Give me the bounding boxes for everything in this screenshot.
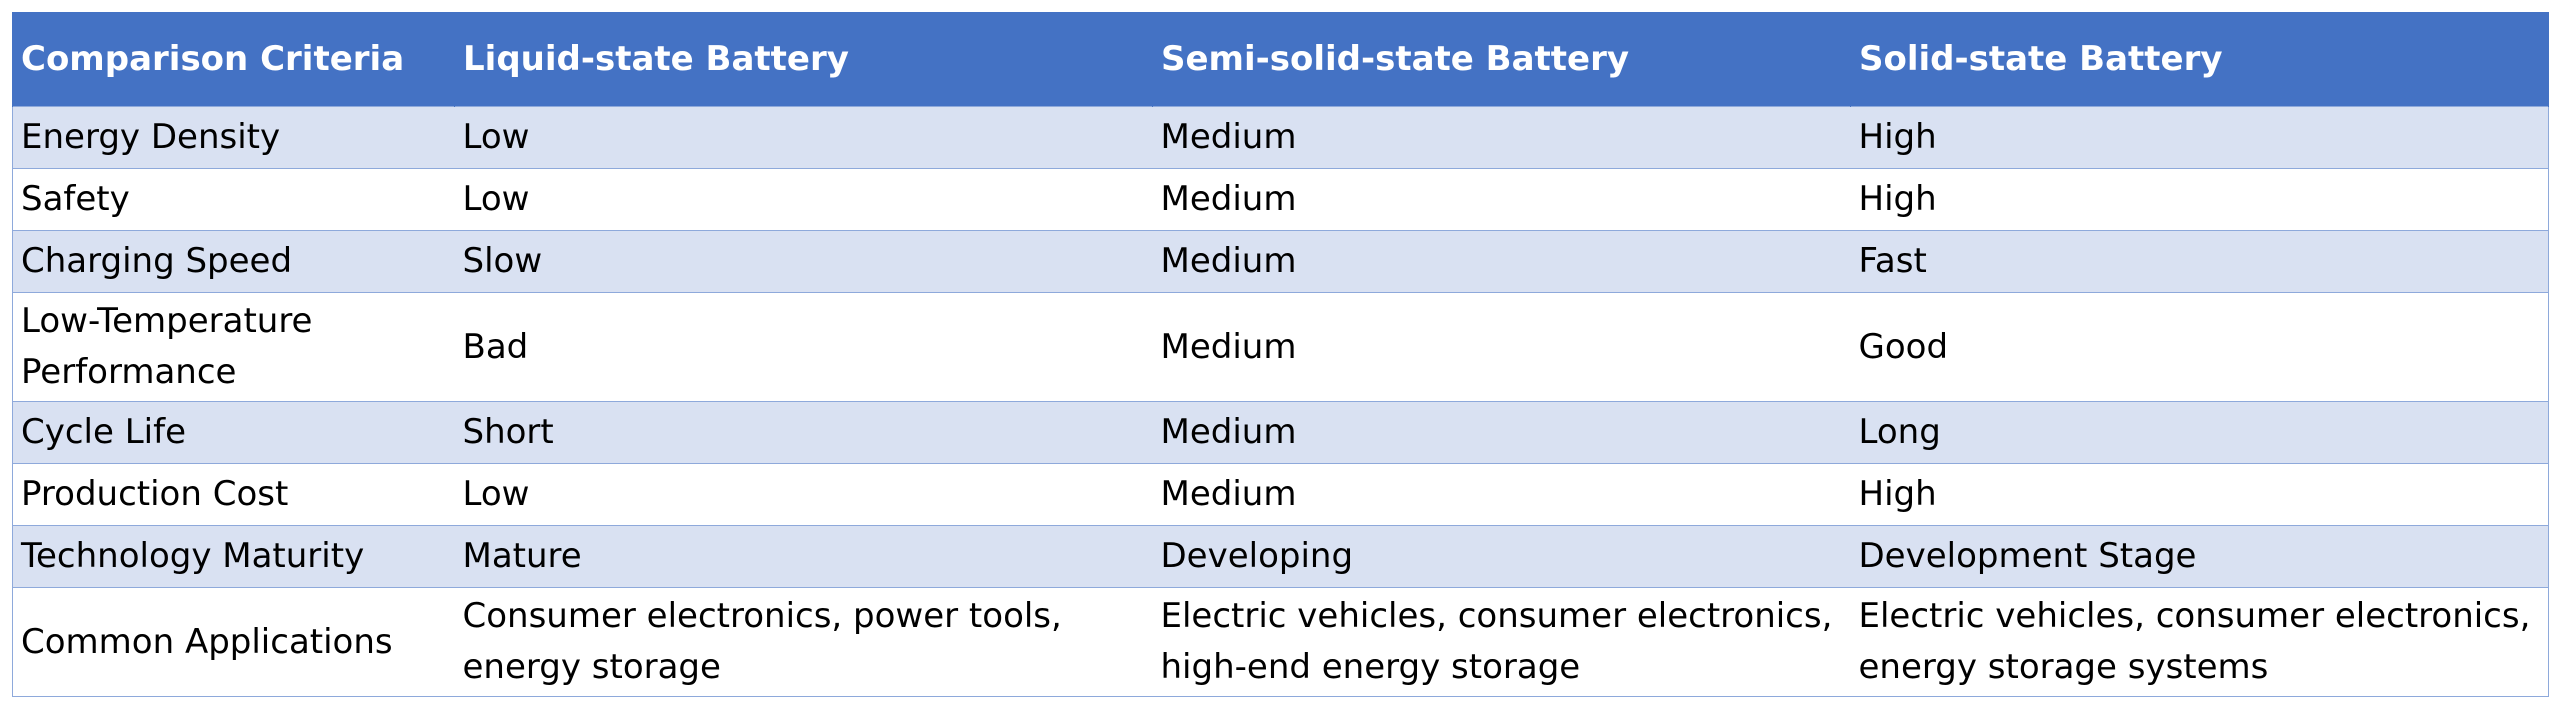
table-row: Technology Maturity Mature Developing De… xyxy=(12,525,2549,588)
table-row: Energy Density Low Medium High xyxy=(12,106,2549,169)
cell-semi-solid: Medium xyxy=(1152,230,1851,293)
table-row: Low-Temperature Performance Bad Medium G… xyxy=(12,292,2549,402)
cell-solid: Electric vehicles, consumer electronics,… xyxy=(1850,587,2549,697)
cell-criteria: Low-Temperature Performance xyxy=(12,292,455,402)
cell-semi-solid: Medium xyxy=(1152,106,1851,169)
cell-liquid: Short xyxy=(454,401,1153,464)
cell-semi-solid: Developing xyxy=(1152,525,1851,588)
cell-liquid: Low xyxy=(454,463,1153,526)
cell-criteria: Common Applications xyxy=(12,587,455,697)
cell-solid: High xyxy=(1850,168,2549,231)
cell-criteria: Charging Speed xyxy=(12,230,455,293)
table-row: Cycle Life Short Medium Long xyxy=(12,401,2549,464)
cell-liquid: Slow xyxy=(454,230,1153,293)
cell-criteria: Energy Density xyxy=(12,106,455,169)
cell-solid: High xyxy=(1850,106,2549,169)
table-row: Safety Low Medium High xyxy=(12,168,2549,231)
cell-criteria: Technology Maturity xyxy=(12,525,455,588)
table-row: Charging Speed Slow Medium Fast xyxy=(12,230,2549,293)
cell-semi-solid: Medium xyxy=(1152,292,1851,402)
comparison-table-container: Comparison Criteria Liquid-state Battery… xyxy=(12,12,2549,697)
header-row: Comparison Criteria Liquid-state Battery… xyxy=(12,12,2549,107)
cell-liquid: Bad xyxy=(454,292,1153,402)
cell-liquid: Low xyxy=(454,168,1153,231)
cell-semi-solid: Medium xyxy=(1152,401,1851,464)
cell-solid: Development Stage xyxy=(1850,525,2549,588)
cell-solid: Long xyxy=(1850,401,2549,464)
table-body: Energy Density Low Medium High Safety Lo… xyxy=(12,106,2549,697)
table-row: Production Cost Low Medium High xyxy=(12,463,2549,526)
cell-solid: High xyxy=(1850,463,2549,526)
cell-liquid: Low xyxy=(454,106,1153,169)
header-comparison-criteria: Comparison Criteria xyxy=(12,12,455,107)
table-row: Common Applications Consumer electronics… xyxy=(12,587,2549,697)
cell-criteria: Cycle Life xyxy=(12,401,455,464)
header-liquid-state-battery: Liquid-state Battery xyxy=(454,12,1153,107)
table-header: Comparison Criteria Liquid-state Battery… xyxy=(12,12,2549,107)
cell-semi-solid: Electric vehicles, consumer electronics,… xyxy=(1152,587,1851,697)
cell-criteria: Safety xyxy=(12,168,455,231)
cell-liquid: Mature xyxy=(454,525,1153,588)
cell-liquid: Consumer electronics, power tools, energ… xyxy=(454,587,1153,697)
cell-solid: Fast xyxy=(1850,230,2549,293)
cell-semi-solid: Medium xyxy=(1152,463,1851,526)
cell-semi-solid: Medium xyxy=(1152,168,1851,231)
header-solid-state-battery: Solid-state Battery xyxy=(1850,12,2549,107)
cell-solid: Good xyxy=(1850,292,2549,402)
cell-criteria: Production Cost xyxy=(12,463,455,526)
battery-comparison-table: Comparison Criteria Liquid-state Battery… xyxy=(12,12,2549,697)
header-semi-solid-state-battery: Semi-solid-state Battery xyxy=(1152,12,1851,107)
